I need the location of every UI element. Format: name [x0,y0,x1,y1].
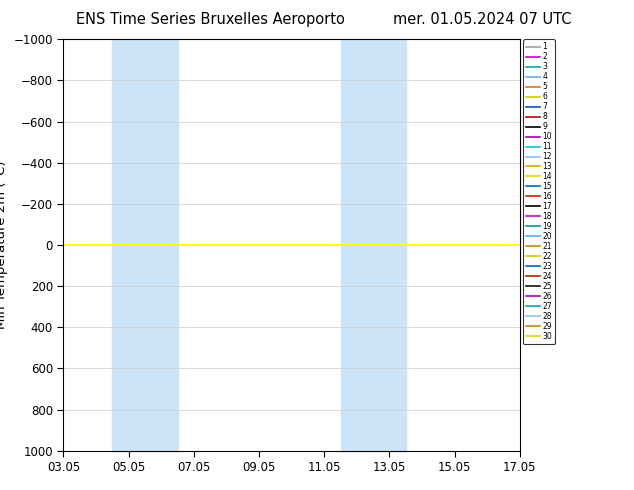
Text: mer. 01.05.2024 07 UTC: mer. 01.05.2024 07 UTC [393,12,572,27]
Legend: 1, 2, 3, 4, 5, 6, 7, 8, 9, 10, 11, 12, 13, 14, 15, 16, 17, 18, 19, 20, 21, 22, 2: 1, 2, 3, 4, 5, 6, 7, 8, 9, 10, 11, 12, 1… [523,39,555,344]
Y-axis label: Min Temperature 2m (°C): Min Temperature 2m (°C) [0,161,8,329]
Text: ENS Time Series Bruxelles Aeroporto: ENS Time Series Bruxelles Aeroporto [76,12,345,27]
Bar [340,39,406,451]
Bar [112,39,178,451]
